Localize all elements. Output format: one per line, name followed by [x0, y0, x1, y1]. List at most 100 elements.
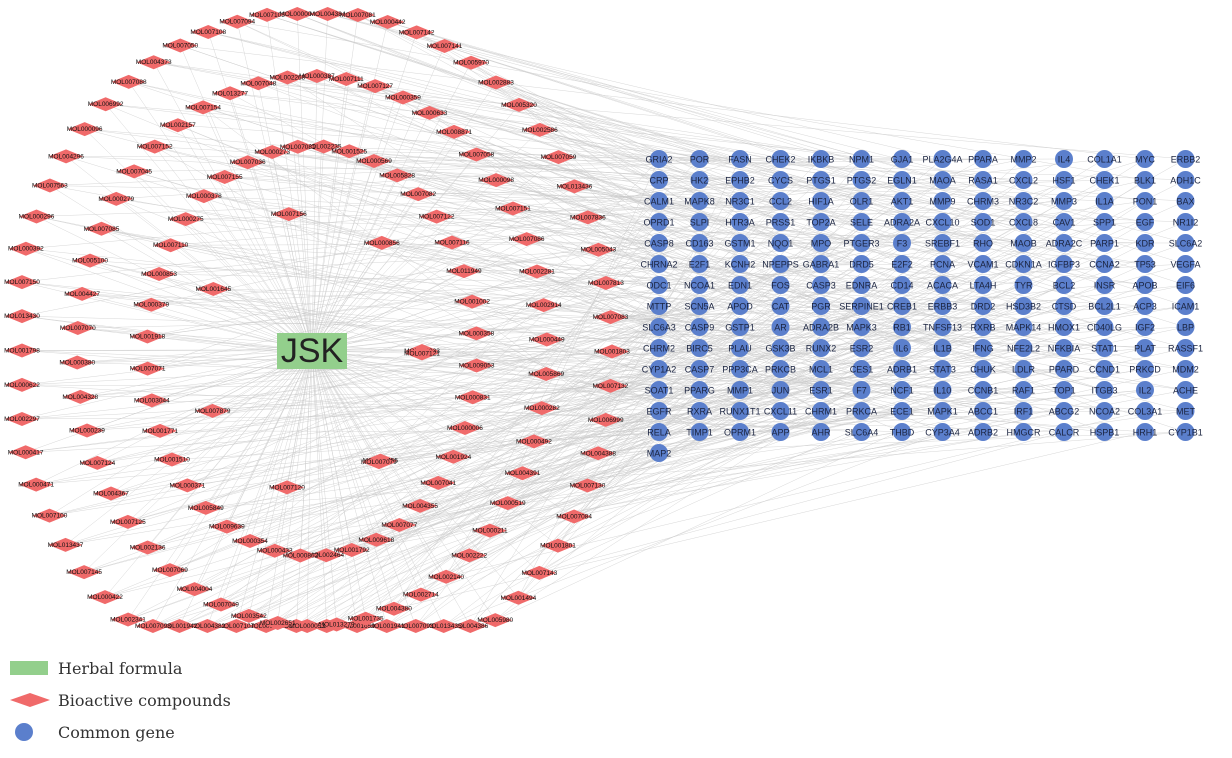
gene-label: TOP1: [1052, 386, 1075, 396]
compound-node: [270, 480, 305, 495]
edge-herb-compound: [36, 216, 313, 352]
compound-label: MOL007082: [400, 191, 436, 198]
gene-node: [893, 255, 911, 273]
edge-compound-gene: [25, 179, 822, 249]
compound-label: MOL000831: [455, 394, 491, 401]
compound-label: MOL001918: [130, 333, 166, 340]
edge-compound-gene: [177, 124, 943, 433]
red-diamond-icon: [10, 693, 50, 707]
gene-label: MAOA: [929, 176, 956, 186]
compound-label: MOL005100: [72, 258, 108, 265]
edge-herb-compound: [21, 350, 313, 420]
compound-label: MOL000519: [490, 500, 526, 507]
blue-circle-icon: [15, 723, 33, 741]
compound-node: [136, 55, 171, 70]
compound-node: [495, 201, 530, 216]
compound-node: [203, 597, 238, 612]
edge-compound-gene: [453, 284, 781, 457]
compound-label: MOL013430: [4, 313, 40, 320]
compound-label: MOL007142: [399, 29, 435, 36]
gene-node: [1176, 213, 1195, 231]
edge-herb-compound: [82, 293, 313, 352]
edge-compound-gene: [397, 175, 1024, 265]
gene-node: [852, 171, 871, 189]
edge-compound-gene: [147, 263, 700, 337]
edge-compound-gene: [205, 431, 1186, 509]
compound-label: MOL000283: [248, 623, 284, 630]
gene-node: [690, 339, 709, 357]
gene-label: PRKCA: [846, 407, 877, 417]
edge-herb-compound: [311, 271, 538, 352]
edge-compound-gene: [495, 410, 943, 621]
edge-herb-compound: [147, 350, 313, 548]
compound-node: [370, 14, 405, 29]
edge-compound-gene: [177, 124, 1024, 181]
gene-label: APP: [771, 428, 789, 438]
edge-herb-compound: [49, 350, 313, 516]
herbal-formula-label: JSK: [281, 332, 344, 370]
gene-node: [893, 192, 911, 210]
compound-node: [60, 321, 95, 336]
compound-node: [67, 122, 102, 137]
compound-node: [88, 97, 123, 112]
gene-node: [1136, 381, 1154, 399]
gene-label: HTR3A: [725, 218, 755, 228]
compound-label: MOL013277: [212, 90, 248, 97]
compound-node: [195, 403, 230, 418]
gene-node: [852, 360, 871, 378]
gene-label: INSR: [1094, 281, 1116, 291]
compound-node: [153, 238, 188, 253]
edge-compound-gene: [266, 14, 984, 244]
compound-label: MOL000862: [282, 552, 318, 559]
edge-compound-gene: [21, 158, 1105, 283]
gene-label: EGF: [1136, 218, 1155, 228]
gene-node: [1095, 255, 1114, 273]
edge-compound-gene: [387, 21, 1065, 223]
gene-node: [1176, 318, 1195, 336]
compound-node: [509, 232, 544, 247]
compound-label: MOL002297: [4, 416, 40, 423]
compound-label: MOL007077: [381, 522, 417, 529]
gene-label: F3: [897, 239, 908, 249]
gene-node: [852, 213, 871, 231]
gene-label: CCND1: [1089, 365, 1120, 375]
edge-compound-gene: [203, 195, 862, 265]
compound-node: [361, 455, 396, 470]
compound-node: [452, 548, 487, 563]
gene-label: CYCS: [768, 176, 793, 186]
edge-herb-compound: [311, 350, 400, 526]
gene-label: PRSS1: [766, 218, 796, 228]
gene-node: [933, 213, 952, 231]
gene-label: FASN: [728, 155, 752, 165]
compound-label: MOL007041: [420, 480, 456, 487]
gene-node: [1014, 402, 1033, 420]
compound-node: [455, 390, 490, 405]
gene-node: [893, 318, 911, 336]
compound-label: MOL001659: [339, 623, 375, 630]
compound-label: MOL007121: [404, 350, 440, 357]
edge-herb-compound: [77, 350, 313, 363]
compound-node: [369, 619, 404, 633]
gene-label: NCF1: [890, 386, 914, 396]
compound-node: [588, 412, 623, 427]
compound-node: [280, 7, 315, 21]
edge-compound-gene: [380, 368, 984, 461]
gene-node: [1014, 234, 1033, 252]
gene-node: [974, 381, 992, 399]
gene-node: [852, 234, 871, 252]
gene-label: IL4: [1058, 155, 1071, 165]
compound-label: MOL005869: [528, 371, 564, 378]
gene-node: [893, 339, 911, 357]
gene-node: [650, 402, 668, 420]
edge-compound-gene: [272, 151, 1146, 286]
edge-herb-compound: [203, 196, 313, 352]
compound-node: [421, 475, 456, 490]
compound-label: MOL007070: [60, 325, 96, 332]
gene-label: MAOB: [1010, 239, 1037, 249]
edge-compound-gene: [300, 347, 1065, 556]
gene-node: [1055, 402, 1073, 420]
gene-label: PARP1: [1090, 239, 1119, 249]
edge-compound-gene: [326, 389, 903, 556]
gene-label: SCN5A: [684, 302, 714, 312]
compound-node: [283, 548, 318, 563]
